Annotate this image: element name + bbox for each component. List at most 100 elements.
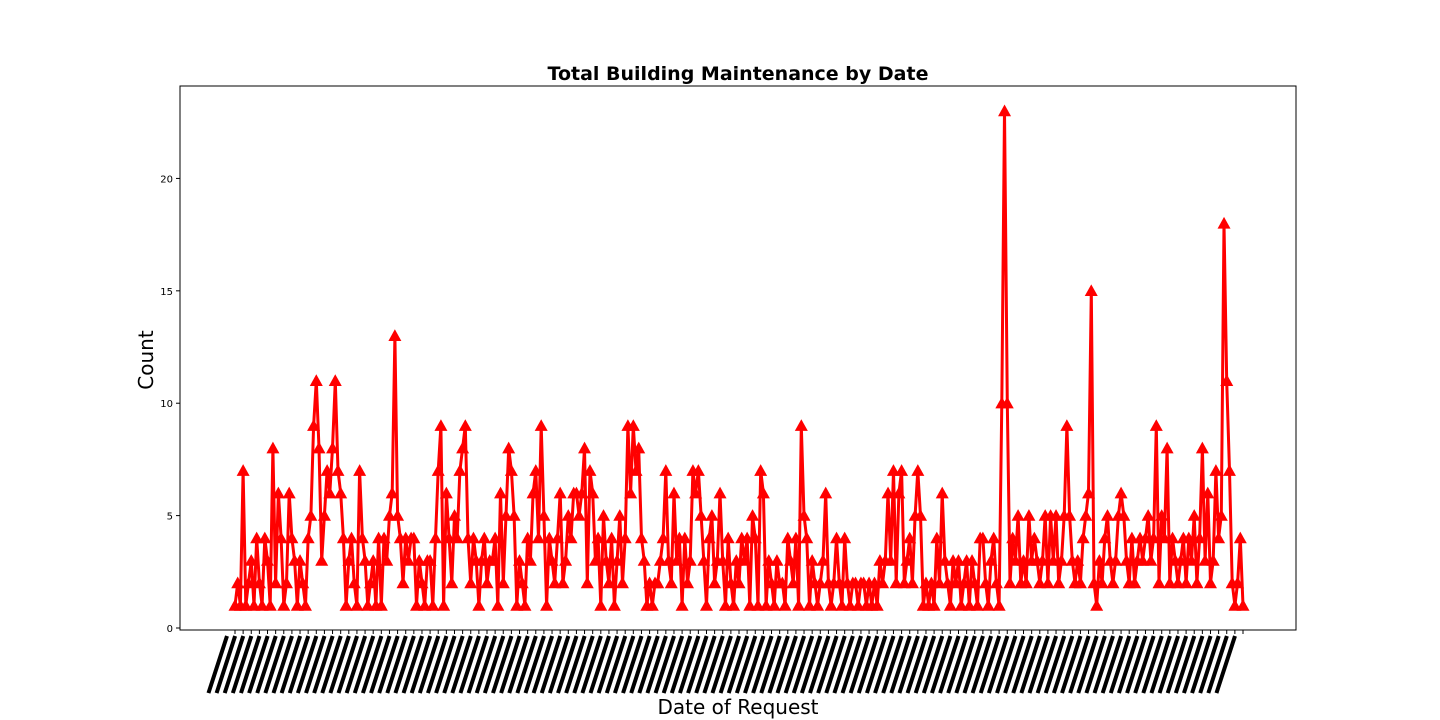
data-point [629,464,643,476]
data-point [651,576,665,589]
data-point [602,576,616,589]
data-point [653,554,667,566]
x-tick-label [954,635,977,694]
data-point [800,531,814,544]
data-point [591,531,605,544]
x-tick-label [759,635,782,694]
data-point [900,554,914,566]
data-point [309,374,323,386]
data-point [518,599,532,611]
data-point [1220,374,1234,386]
data-point [531,531,545,544]
data-point [935,486,949,499]
data-point [377,531,391,544]
data-point [897,576,911,589]
data-point [626,419,640,431]
data-point [285,531,299,544]
data-point [962,599,976,611]
data-point [1098,531,1112,544]
data-point [748,531,762,544]
x-tick-label [1051,635,1075,694]
data-point [499,509,513,521]
x-tick-label [369,635,392,694]
data-point [632,441,646,454]
data-point [1128,576,1142,589]
data-point [870,599,884,611]
data-point [258,531,272,544]
data-point [1195,441,1209,454]
data-point [732,576,746,589]
data-point [556,576,570,589]
x-tick-label [572,635,595,694]
y-tick-label: 5 [167,512,173,523]
data-point [353,464,367,476]
data-point [529,464,543,476]
data-point [548,576,562,589]
data-point [1006,531,1020,544]
x-tick-label [799,635,823,694]
x-tick-label [482,635,506,694]
data-point [502,441,516,454]
data-point [781,531,795,544]
x-tick-label [1108,635,1132,694]
data-point [1141,509,1155,521]
data-point [867,576,881,589]
data-point [1084,284,1098,297]
data-point [583,464,597,476]
x-tick-label [995,635,1018,694]
data-point [553,486,567,499]
data-point [250,531,264,544]
data-point [1206,554,1220,566]
data-point [1228,599,1242,611]
data-point [255,599,269,611]
data-point [1203,576,1217,589]
data-point [363,576,377,589]
data-point [380,554,394,566]
data-point [702,531,716,544]
x-tick-label [426,635,449,694]
data-point [480,576,494,589]
data-point [279,576,293,589]
data-point [1060,419,1074,431]
data-point [656,531,670,544]
data-point [415,576,429,589]
data-point [298,599,312,611]
data-point [1147,531,1161,544]
data-point [789,531,803,544]
data-point [447,509,461,521]
x-tick-label [1027,635,1050,694]
data-point [892,486,906,499]
data-point [903,531,917,544]
x-tick-label [320,635,343,694]
x-tick-label [1173,635,1197,694]
data-point [1063,509,1077,521]
data-point [691,464,705,476]
data-point [252,576,266,589]
data-point [832,576,846,589]
data-point [540,599,554,611]
data-point [564,531,578,544]
data-point [412,554,426,566]
x-tick-label [1157,635,1180,694]
x-tick-label [1092,635,1115,694]
data-point [819,486,833,499]
data-point [1152,576,1166,589]
x-tick-label [653,635,676,694]
data-point [724,576,738,589]
x-tick-label [710,635,733,694]
data-point [718,599,732,611]
x-tick-label [507,635,530,694]
x-tick-label [661,635,685,694]
x-tick-label [913,635,937,694]
data-point [472,599,486,611]
data-point [1182,531,1196,544]
x-tick-label [986,635,1010,694]
data-point [439,486,453,499]
data-point [1163,576,1177,589]
x-tick-label [718,635,742,694]
x-tick-label [230,635,254,694]
data-point [886,464,900,476]
x-tick-label [613,635,636,694]
data-point [266,441,280,454]
data-point [1033,576,1047,589]
